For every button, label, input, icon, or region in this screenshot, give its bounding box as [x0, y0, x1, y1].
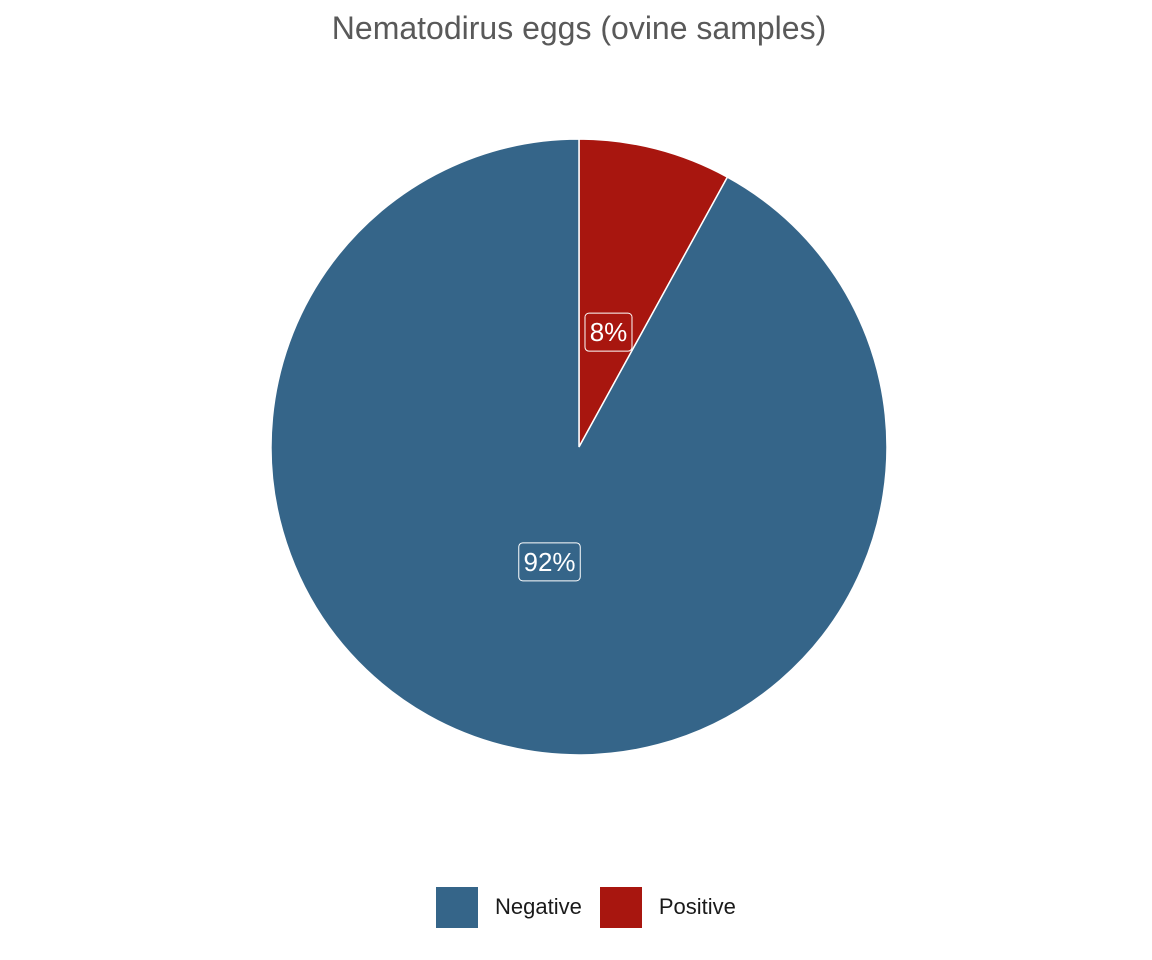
pie-slice-positive	[578, 138, 729, 448]
legend-swatch-positive	[599, 886, 642, 928]
legend-label-negative: Negative	[495, 894, 582, 919]
slice-label-positive: 8%	[584, 312, 633, 352]
slice-label-text-positive: 8%	[590, 317, 628, 347]
slice-label-box-positive	[584, 312, 633, 352]
legend: Negative Positive	[436, 886, 754, 928]
legend-label-positive: Positive	[658, 894, 736, 919]
chart-title: Nematodirus eggs (ovine samples)	[331, 10, 827, 46]
legend-swatch-negative	[436, 886, 478, 928]
slice-label-text-negative: 92%	[523, 547, 575, 577]
pie-slice-negative	[270, 138, 888, 756]
pie-chart: 8% 92%	[270, 138, 888, 756]
legend-item-negative: Negative	[436, 886, 582, 928]
legend-item-positive: Positive	[599, 886, 736, 928]
slice-label-negative: 92%	[518, 542, 581, 582]
slice-label-box-negative	[518, 542, 581, 582]
